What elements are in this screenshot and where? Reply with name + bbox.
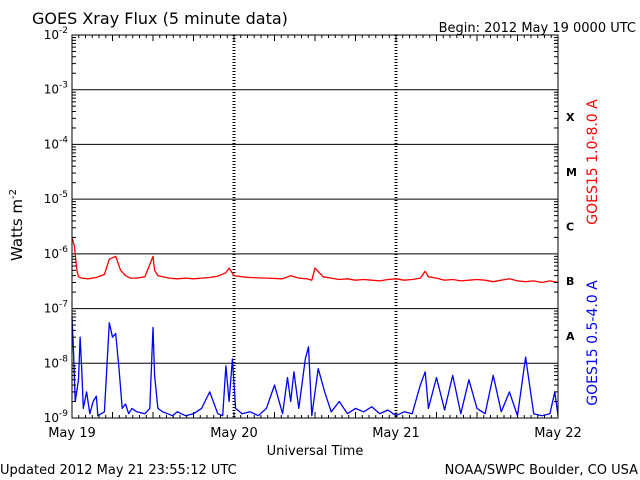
legend-short-series: GOES15 0.5-4.0 A bbox=[585, 280, 601, 406]
y-tick-mantissa: 10 bbox=[44, 302, 59, 316]
flare-class-label: A bbox=[566, 330, 575, 343]
x-tick-label: May 21 bbox=[372, 426, 420, 441]
y-tick-label: 10-8 bbox=[44, 354, 69, 370]
y-tick-mantissa: 10 bbox=[44, 83, 59, 97]
y-tick-mantissa: 10 bbox=[44, 356, 59, 370]
y-tick-label: 10-6 bbox=[44, 245, 69, 261]
y-tick-label: 10-3 bbox=[44, 81, 68, 97]
flare-class-label: C bbox=[566, 221, 574, 234]
y-tick-label: 10-5 bbox=[44, 190, 68, 206]
y-tick-exponent: -9 bbox=[59, 409, 68, 419]
updated-time: Updated 2012 May 21 23:55:12 UTC bbox=[0, 463, 237, 478]
y-tick-mantissa: 10 bbox=[44, 28, 59, 42]
svg-text:Watts m-2: Watts m-2 bbox=[8, 189, 26, 261]
y-tick-mantissa: 10 bbox=[44, 137, 59, 151]
series-layer bbox=[71, 237, 559, 417]
x-tick-label: May 20 bbox=[210, 426, 258, 441]
y-tick-mantissa: 10 bbox=[44, 247, 59, 261]
series-line-short bbox=[71, 316, 559, 417]
plot-frame bbox=[71, 34, 559, 419]
data-source: NOAA/SWPC Boulder, CO USA bbox=[445, 463, 638, 478]
y-tick-label: 10-4 bbox=[44, 135, 69, 151]
grid-layer bbox=[72, 34, 558, 419]
y-tick-label: 10-9 bbox=[44, 409, 69, 425]
y-tick-exponent: -3 bbox=[59, 81, 68, 91]
y-tick-exponent: -2 bbox=[59, 26, 68, 36]
x-tick-label: May 22 bbox=[534, 426, 582, 441]
y-tick-label: 10-7 bbox=[44, 300, 68, 316]
flare-class-label: M bbox=[566, 166, 577, 179]
y-tick-exponent: -5 bbox=[59, 190, 68, 200]
x-axis-label: Universal Time bbox=[267, 444, 364, 459]
begin-time: Begin: 2012 May 19 0000 UTC bbox=[439, 21, 636, 36]
series-line-long bbox=[71, 237, 559, 284]
y-axis-label-exponent: -2 bbox=[8, 189, 19, 199]
y-tick-label: 10-2 bbox=[44, 26, 68, 42]
y-tick-exponent: -7 bbox=[59, 300, 68, 310]
y-axis-label-text: Watts m bbox=[8, 199, 26, 261]
y-tick-exponent: -8 bbox=[59, 354, 68, 364]
x-tick-label: May 19 bbox=[48, 426, 96, 441]
chart-title: GOES Xray Flux (5 minute data) bbox=[32, 9, 288, 28]
legend-long-series: GOES15 1.0-8.0 A bbox=[585, 99, 601, 225]
flare-class-label: X bbox=[566, 111, 575, 124]
y-axis-label: Watts m-2 bbox=[8, 189, 26, 261]
y-tick-mantissa: 10 bbox=[44, 411, 59, 425]
y-tick-mantissa: 10 bbox=[44, 192, 59, 206]
flare-class-label: B bbox=[566, 275, 574, 288]
y-tick-exponent: -4 bbox=[59, 135, 68, 145]
y-tick-exponent: -6 bbox=[59, 245, 68, 255]
